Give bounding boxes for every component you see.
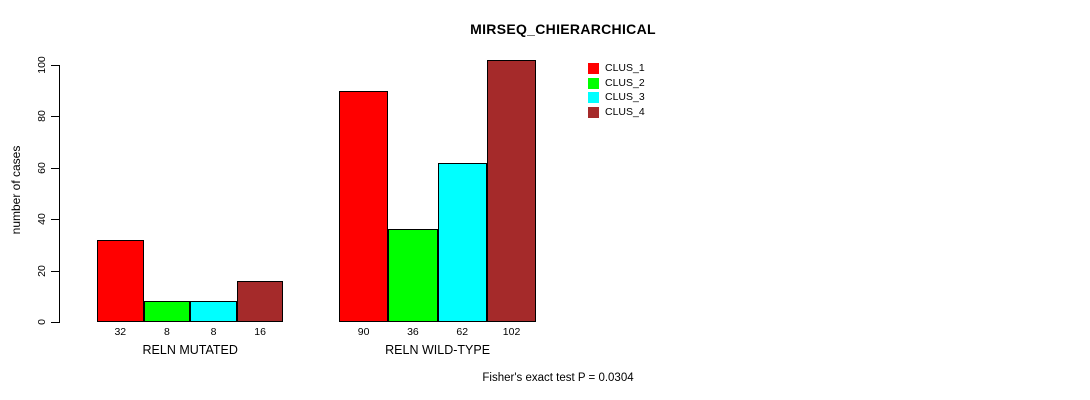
y-axis-tick-label: 0 [36, 319, 48, 325]
y-axis-tick-label: 100 [36, 56, 48, 74]
legend-item-clus_4: CLUS_4 [588, 105, 645, 118]
y-axis-tick-label: 60 [36, 161, 48, 174]
bar-clus_1-reln-wild-type [339, 90, 389, 322]
chart-title: MIRSEQ_CHIERARCHICAL [470, 21, 656, 37]
bar-value-label: 16 [254, 326, 266, 338]
fisher-test-annotation: Fisher's exact test P = 0.0304 [482, 372, 634, 384]
bar-clus_3-reln-wild-type [437, 162, 487, 322]
y-axis-tick-label: 40 [36, 213, 48, 226]
bar-value-label: 102 [502, 326, 521, 338]
legend-swatch-icon [588, 77, 599, 89]
legend-swatch-icon [588, 92, 599, 104]
y-axis-line [59, 65, 60, 323]
y-axis-tick [51, 167, 59, 169]
bar-value-label: 62 [456, 326, 469, 338]
y-axis-tick [51, 270, 59, 272]
bar-clus_1-reln-mutated [97, 239, 144, 322]
y-axis-tick [51, 65, 59, 66]
legend-item-clus_2: CLUS_2 [588, 76, 645, 89]
legend-swatch-icon [588, 106, 599, 118]
bar-value-label: 8 [163, 326, 170, 338]
bar-clus_2-reln-wild-type [388, 229, 438, 322]
y-axis-tick [51, 116, 59, 118]
y-axis-tick [51, 322, 59, 323]
y-axis-tick-label: 80 [36, 110, 48, 123]
legend-item-clus_1: CLUS_1 [588, 63, 645, 74]
bar-clus_2-reln-mutated [143, 301, 191, 322]
category-label: RELN MUTATED [142, 343, 238, 357]
bar-value-label: 36 [407, 326, 419, 338]
y-axis-label: number of cases [9, 145, 23, 235]
bar-clus_4-reln-wild-type [486, 59, 537, 322]
bar-clus_3-reln-mutated [190, 301, 237, 322]
legend-item-clus_3: CLUS_3 [588, 91, 645, 104]
legend-item-label: CLUS_2 [605, 76, 645, 89]
bar-value-label: 32 [114, 326, 127, 338]
legend-item-label: CLUS_4 [605, 105, 645, 118]
legend-swatch-icon [588, 63, 599, 74]
bar-clus_4-reln-mutated [236, 280, 284, 322]
legend-item-label: CLUS_1 [605, 62, 645, 74]
y-axis-tick [51, 219, 59, 221]
y-axis-tick-label: 20 [36, 264, 48, 277]
legend: CLUS_1 CLUS_2 CLUS_3 CLUS_4 [588, 63, 645, 121]
legend-item-label: CLUS_3 [605, 91, 645, 104]
category-label: RELN WILD-TYPE [385, 343, 491, 357]
bar-value-label: 90 [357, 326, 370, 338]
bar-value-label: 8 [210, 326, 217, 338]
